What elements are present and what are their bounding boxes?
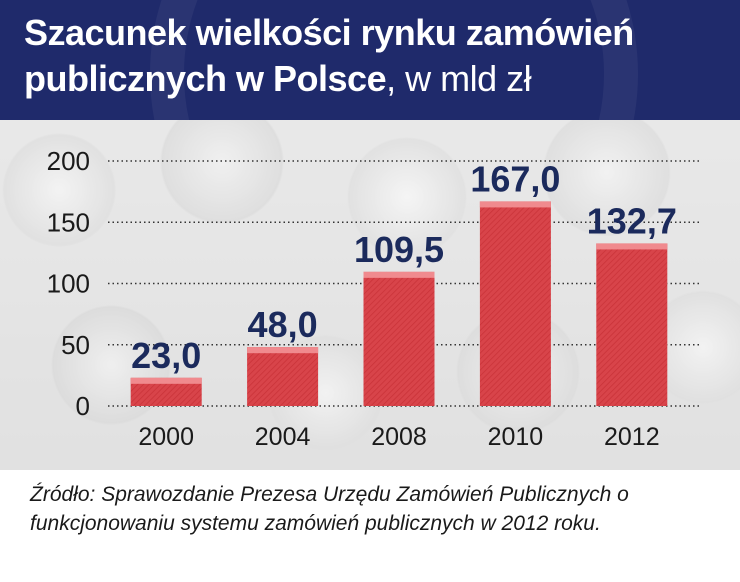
bar-cap — [363, 271, 435, 278]
bar-cap — [130, 377, 202, 384]
x-tick-label: 2000 — [138, 423, 194, 451]
bar-value-label: 132,7 — [587, 200, 677, 241]
source-note: Źródło: Sprawozdanie Prezesa Urzędu Zamó… — [30, 483, 629, 535]
y-tick-label: 150 — [47, 207, 90, 237]
bar-value-label: 23,0 — [131, 335, 201, 376]
bar-value-label: 109,5 — [354, 229, 444, 270]
bar-cap — [596, 243, 668, 250]
title-band: Szacunek wielkości rynku zamówień public… — [0, 0, 740, 120]
bar-value-label: 167,0 — [470, 158, 560, 199]
bar — [479, 201, 551, 406]
x-axis-ticks: 2000 2004 2008 2010 2012 — [138, 423, 659, 451]
x-tick-label: 2008 — [371, 423, 427, 451]
bar — [247, 347, 319, 406]
title-line-1: Szacunek wielkości rynku zamówień — [24, 12, 634, 53]
x-tick-label: 2012 — [604, 423, 660, 451]
bar-chart: 0 50 100 150 200 23,0 48,0 109,5 167,0 132,7 200… — [47, 146, 700, 451]
title-unit: , w mld zł — [386, 58, 532, 99]
chart-title: Szacunek wielkości rynku zamówień public… — [24, 10, 634, 102]
y-tick-label: 0 — [76, 391, 90, 421]
x-tick-label: 2010 — [488, 423, 544, 451]
bar — [363, 271, 435, 406]
bar — [596, 243, 668, 406]
bar-cap — [247, 347, 319, 354]
bars: 23,0 48,0 109,5 167,0 132,7 — [130, 158, 677, 406]
y-axis-ticks: 0 50 100 150 200 — [47, 146, 90, 421]
bar-value-label: 48,0 — [248, 304, 318, 345]
title-line-2: publicznych w Polsce — [24, 58, 387, 99]
bar-cap — [479, 201, 551, 208]
x-tick-label: 2004 — [255, 423, 311, 451]
y-tick-label: 200 — [47, 146, 90, 176]
y-tick-label: 100 — [47, 269, 90, 299]
y-tick-label: 50 — [61, 330, 90, 360]
